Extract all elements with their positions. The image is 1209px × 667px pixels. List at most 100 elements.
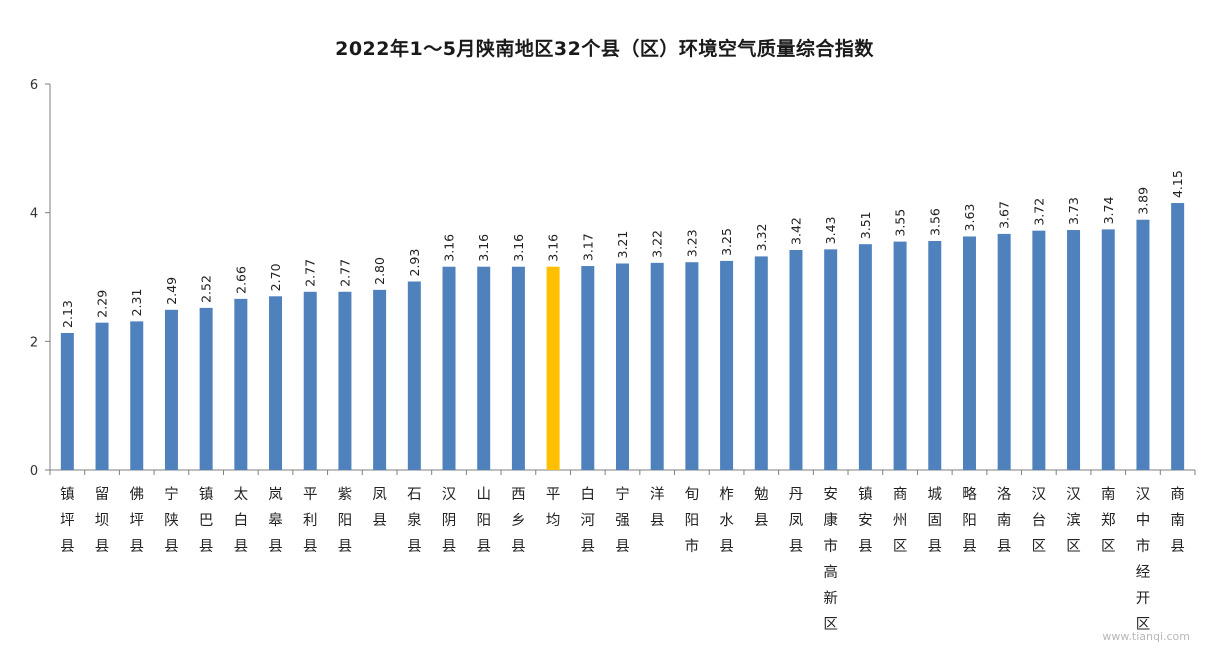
y-tick-label: 4 [30,207,38,222]
bar [407,281,421,470]
category-label: 商南县 [1170,486,1185,555]
category-label: 佛坪县 [129,486,144,555]
bar [997,233,1011,470]
data-label: 2.77 [303,259,318,287]
category-label: 留坝县 [95,486,110,555]
bar [1067,230,1081,470]
category-label: 太白县 [234,486,249,555]
bar [1101,229,1115,470]
bar [1171,203,1185,470]
data-label: 3.63 [962,204,977,232]
data-label: 3.16 [511,234,526,262]
bar [95,322,109,470]
data-label: 3.89 [1135,187,1150,215]
category-label: 丹凤县 [789,487,804,555]
category-label: 宁陕县 [164,486,179,555]
bar [511,266,525,470]
bar [199,307,213,470]
data-label: 3.21 [615,231,630,259]
bar [269,296,283,470]
watermark-text: www.tianqi.com [1102,630,1190,643]
bar [754,256,768,470]
category-label: 汉台区 [1032,486,1047,555]
category-label: 勉县 [754,486,769,529]
data-label: 2.80 [372,257,387,285]
data-label: 3.16 [442,234,457,262]
category-label: 镇坪县 [60,486,75,555]
category-label: 平利县 [303,487,318,555]
category-label: 石泉县 [407,487,422,555]
bar [789,249,803,470]
bar [60,332,74,470]
y-tick-label: 2 [30,335,38,350]
bar [373,289,387,470]
bar [130,321,144,470]
bar [928,240,942,470]
bar [616,263,629,470]
data-label: 3.17 [580,233,595,261]
data-label: 3.32 [754,224,769,252]
bar [962,236,976,470]
bar [824,249,838,470]
bar [858,244,872,470]
category-label: 山阳县 [476,486,491,555]
bar [581,266,595,470]
data-label: 4.15 [1170,170,1185,198]
data-label: 3.72 [1031,198,1046,226]
data-label: 3.51 [858,211,873,239]
data-label: 2.66 [233,266,248,294]
category-label: 汉滨区 [1066,486,1081,555]
data-label: 3.55 [893,209,908,237]
data-label: 3.74 [1101,197,1116,225]
data-label: 3.16 [476,234,491,262]
data-label: 2.49 [164,277,179,305]
bar [164,309,178,470]
category-label: 城固县 [928,486,943,555]
category-label: 南郑区 [1101,486,1116,555]
bar [546,266,560,470]
data-label: 3.43 [823,216,838,244]
data-label: 2.93 [407,249,422,277]
data-label: 2.52 [199,275,214,303]
data-label: 2.29 [95,290,110,318]
data-label: 3.16 [546,234,561,262]
data-label: 3.23 [684,229,699,257]
data-label: 2.77 [337,259,352,287]
category-label: 岚皋县 [268,486,283,555]
bar [1136,219,1150,470]
category-label: 汉阴县 [442,486,457,555]
category-label: 旬阳市 [685,486,700,555]
category-label: 凤县 [372,487,387,529]
bar [338,291,352,470]
bars [60,203,1185,470]
bar [477,266,491,470]
data-label: 3.73 [1066,197,1081,225]
category-label: 洛南县 [997,486,1012,555]
category-label: 商州区 [893,486,908,555]
category-label: 镇安县 [858,486,873,555]
category-label: 西乡县 [511,487,526,555]
data-label: 3.22 [650,230,665,258]
category-label: 汉中市经开区 [1136,486,1151,633]
category-label: 宁强县 [615,486,630,555]
data-label: 3.56 [927,208,942,236]
bar [442,266,456,470]
chart-title: 2022年1～5月陕南地区32个县（区）环境空气质量综合指数 [335,38,874,60]
data-label: 2.13 [60,300,75,328]
y-tick-label: 0 [30,464,38,479]
category-label: 安康市高新区 [823,486,838,633]
bar [234,298,248,470]
bar [650,262,664,470]
bar [1032,230,1046,470]
data-label: 3.25 [719,228,734,256]
data-label: 2.70 [268,263,283,291]
category-label: 平均 [546,487,561,529]
category-label: 镇巴县 [199,486,214,555]
data-label: 2.31 [129,289,144,317]
data-labels: 2.13 2.29 2.31 2.49 2.52 2.66 2.70 2.77 2.77 2.80… [60,170,1185,328]
data-label: 3.67 [997,201,1012,229]
category-label: 洋县 [650,486,665,529]
category-label: 略阳县 [962,486,977,555]
